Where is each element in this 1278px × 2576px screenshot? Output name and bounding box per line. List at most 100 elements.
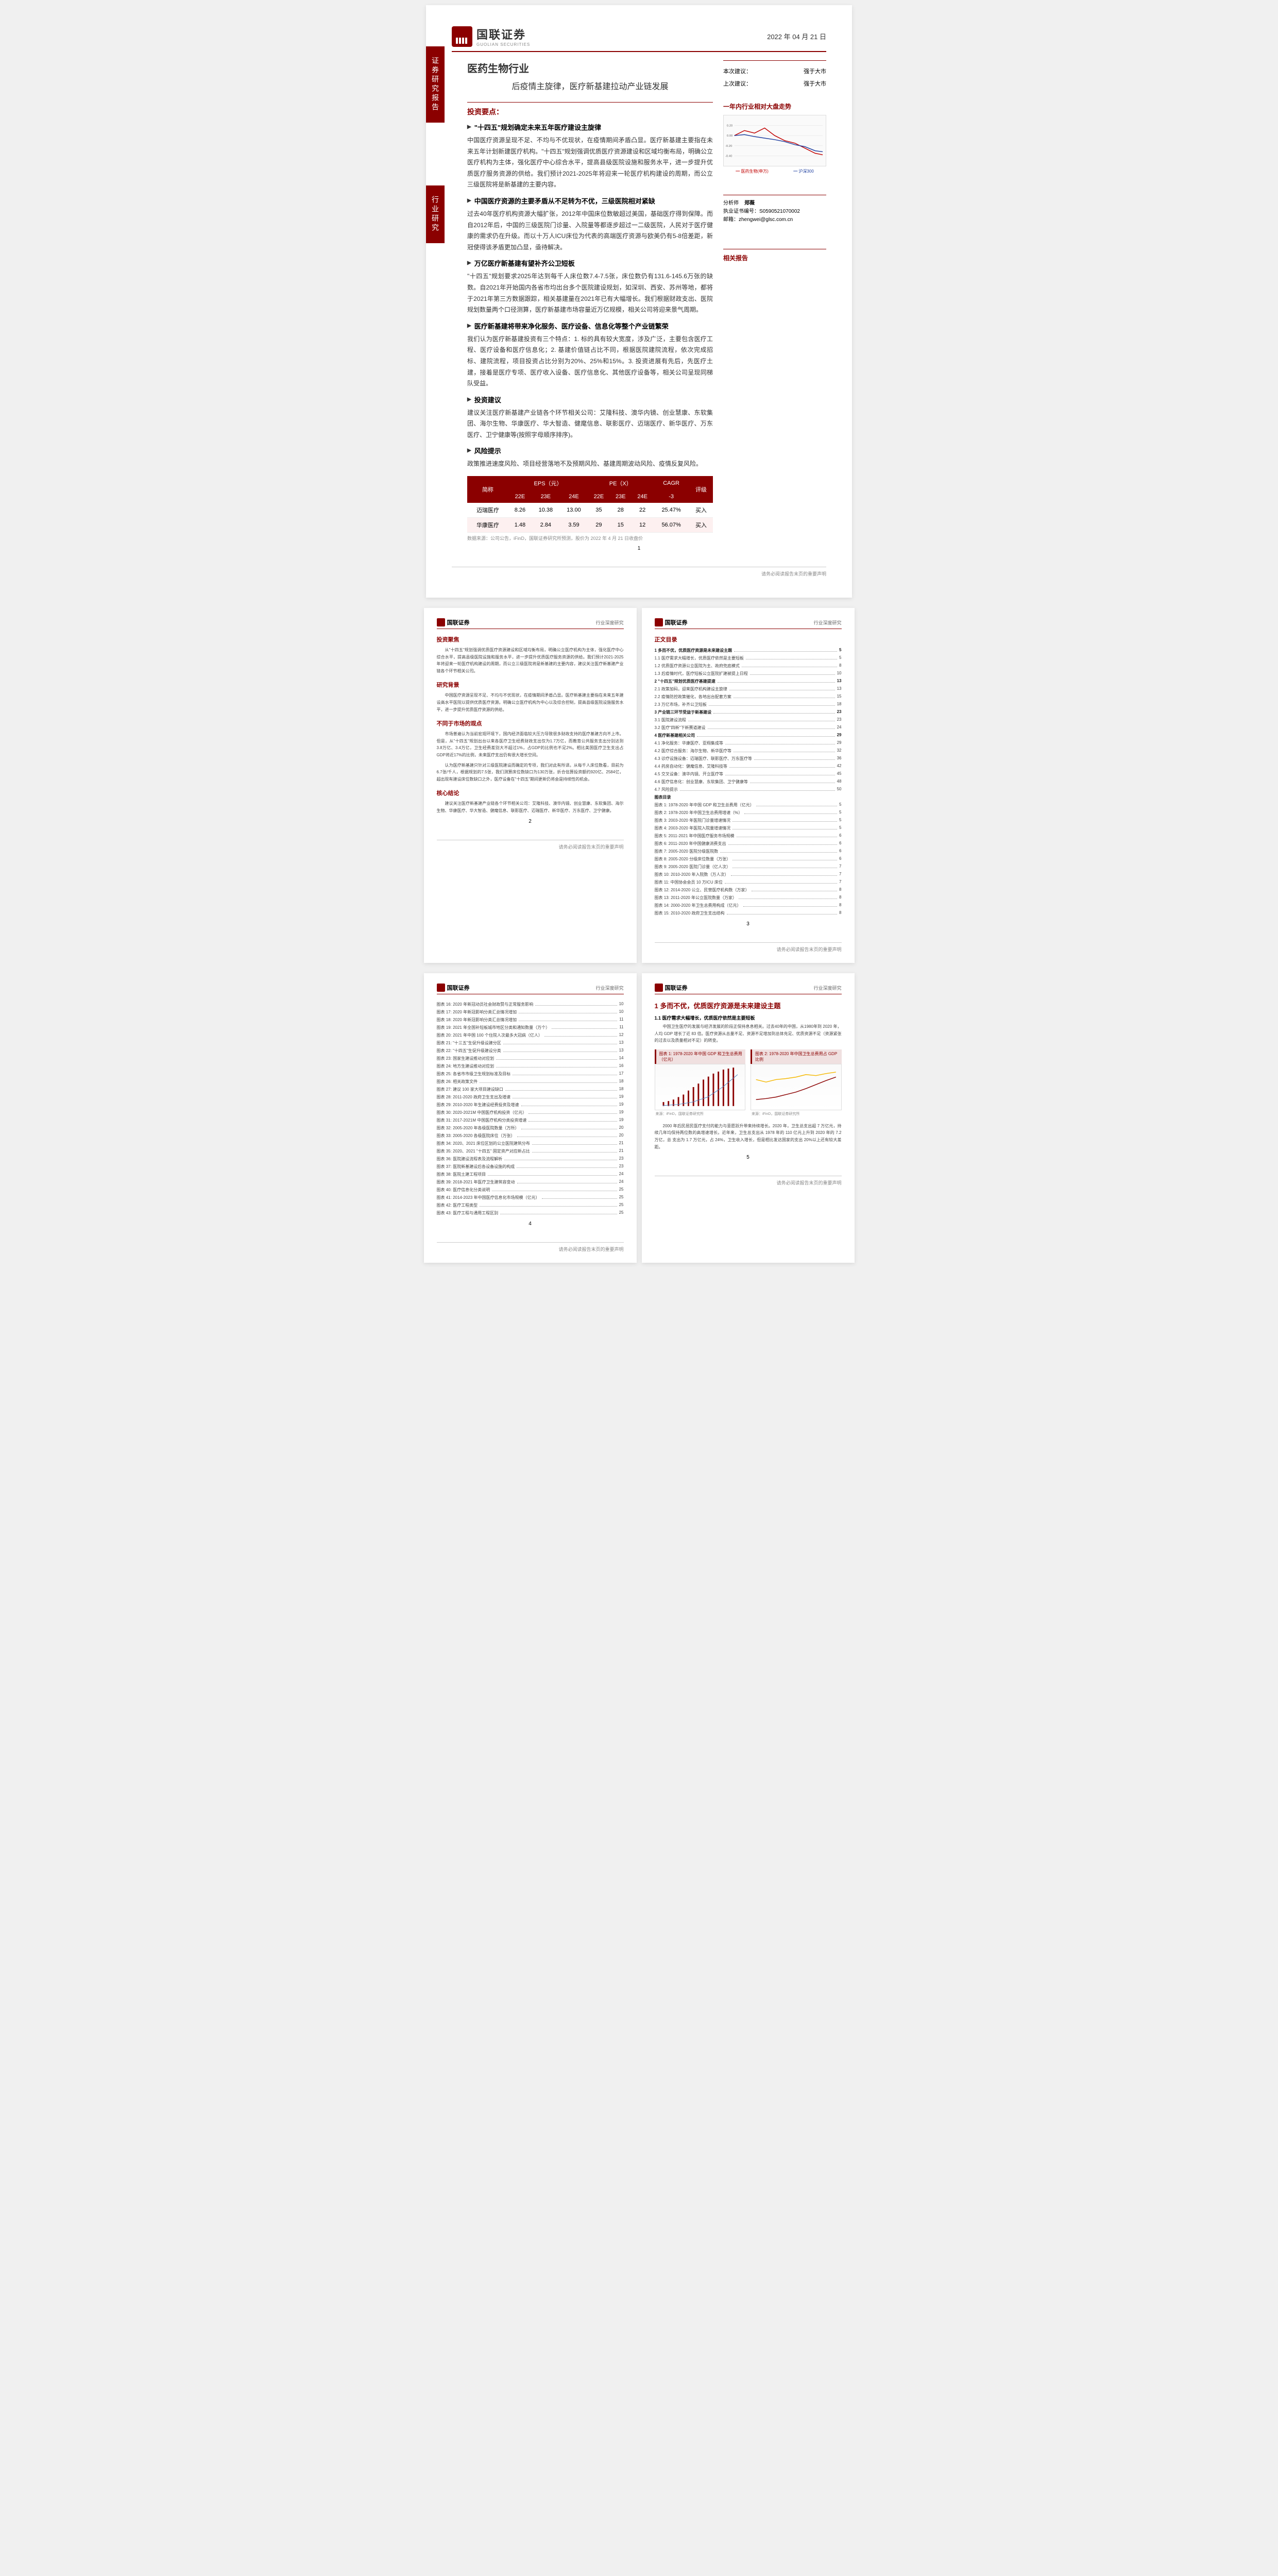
toc-list-cont: 图表 16: 2020 年新冠动员社会财政赞与正常服务影响10图表 17: 20…	[437, 1001, 624, 1217]
toc-item: 4 医疗新基建相关公司29	[655, 732, 842, 739]
toc-item: 图表 8: 2005-2020 分级床位数量（万张）6	[655, 855, 842, 863]
side-tab-report: 证券研究报告	[426, 46, 445, 123]
toc-item: 1 多而不优，优质医疗资源是未来建设主题5	[655, 647, 842, 654]
toc-item: 图表 31: 2017-2021M 中国医疗机构分类投资增速19	[437, 1116, 624, 1124]
performance-chart: 0.20 0.00 -0.20 -0.40	[723, 115, 826, 166]
toc-item: 图表 28: 2011-2020 政府卫生支出及增速19	[437, 1093, 624, 1101]
toc-item: 3.2 医疗"四新"下新赛道建设24	[655, 724, 842, 732]
toc-item: 图表 29: 2010-2020 年生建设经费投资及增速19	[437, 1101, 624, 1109]
toc-item: 图表 23: 国家生建设推动对应划14	[437, 1055, 624, 1062]
toc-item: 图表 35: 2020、2021 "十四五" 固定资产对应新占比21	[437, 1147, 624, 1155]
toc-item: 图表 27: 建议 100 家大项目建设缺口18	[437, 1086, 624, 1093]
toc-item: 4.7 风险提示50	[655, 786, 842, 793]
page-number: 1	[452, 546, 826, 551]
toc-item: 图表 11: 中国协会会员 10 万ICU 床位7	[655, 878, 842, 886]
toc-item: 4.6 医疗信息化：创业慧康、东软集团、卫宁健康等48	[655, 778, 842, 786]
section-6-head: 风险提示	[467, 446, 713, 455]
toc-item: 图表 12: 2014-2020 公立、民营医疗机构数（万家）8	[655, 886, 842, 894]
section-1-body: 中国医疗资源呈现不足、不均与不优现状，在疫情期间矛盾凸显。医疗新基建主要指在未来…	[467, 135, 713, 191]
toc-item: 图表 38: 医院土建工程项目24	[437, 1171, 624, 1178]
logo-icon	[437, 618, 445, 626]
section-2-head: 中国医疗资源的主要矛盾从不足转为不优，三级医院相对紧缺	[467, 196, 713, 206]
toc-item: 1.3 后疫情时代，医疗短板公立医院扩建被提上日程10	[655, 670, 842, 677]
svg-text:0.20: 0.20	[727, 125, 733, 128]
toc-item: 图表 43: 医疗工程与通用工程区别25	[437, 1209, 624, 1217]
toc-item: 图表 25: 各省市市级卫生规划标准及目标17	[437, 1070, 624, 1078]
section-3-body: "十四五"规划要求2025年达到每千人床位数7.4-7.5张，床位数仍有131.…	[467, 271, 713, 315]
section-2-body: 过去40年医疗机构资源大幅扩张，2012年中国床位数敏超过美国，基础医疗得到保障…	[467, 209, 713, 253]
rating-box: 本次建议： 强于大市 上次建议： 强于大市	[723, 60, 826, 94]
company-name: 国联证券	[476, 26, 530, 42]
toc-item: 图表 26: 相关政策文件18	[437, 1078, 624, 1086]
fig-1-title: 图表 1: 1978-2020 年中国 GDP 和卫生总费用（亿元）	[655, 1049, 746, 1064]
svg-text:-0.20: -0.20	[725, 145, 732, 148]
section-1-head: "十四五"规划确定未来五年医疗建设主旋律	[467, 122, 713, 132]
toc-item: 图表 33: 2005-2020 各级医院床位（万张）20	[437, 1132, 624, 1140]
toc-item: 图表 4: 2003-2020 年医院入院量增速情况5	[655, 824, 842, 832]
logo-icon	[437, 984, 445, 992]
header: 国联证券 GUOLIAN SECURITIES 2022 年 04 月 21 日	[452, 26, 826, 52]
footer-disclaimer: 请务必阅读报告末页的重要声明	[452, 567, 826, 577]
chart-title: 一年内行业相对大盘走势	[723, 102, 826, 111]
toc-item: 图表 10: 2010-2020 年入院数（万人次）7	[655, 871, 842, 878]
fig-1-chart	[655, 1064, 746, 1110]
toc-item: 4.4 药房自动化：健麾信息、艾隆科技等42	[655, 762, 842, 770]
toc-item: 图表 13: 2011-2020 年公立医院数量（万家）8	[655, 894, 842, 902]
toc-item: 图表 18: 2020 年新冠影响分类汇总情况增加11	[437, 1016, 624, 1024]
side-tab-industry: 行业研究	[426, 185, 445, 243]
toc-item: 图表 16: 2020 年新冠动员社会财政赞与正常服务影响10	[437, 1001, 624, 1008]
toc-item: 图表 39: 2018-2021 年医疗卫生建筑容变动24	[437, 1178, 624, 1186]
toc-item: 图表 36: 医院建设流程表及流程解析23	[437, 1155, 624, 1163]
toc-item: 图表 41: 2014-2023 年中国医疗信息化市场规模（亿元）25	[437, 1194, 624, 1201]
toc-item: 2.2 疫情防控政策催化，各地出台配套方案15	[655, 693, 842, 701]
analyst-box: 分析师 郑薇 执业证书编号：S0590521070002 邮箱：zhengwei…	[723, 195, 826, 228]
svg-text:-0.40: -0.40	[725, 155, 732, 158]
toc-item: 图表 37: 医院新基建设后各设备设施的构成23	[437, 1163, 624, 1171]
toc-item: 图表 22: "十四五"生促升级建设分类13	[437, 1047, 624, 1055]
section-4-head: 医疗新基建将带来净化服务、医疗设备、信息化等整个产业链繁荣	[467, 321, 713, 331]
toc-item: 图表 42: 医疗工程类型25	[437, 1201, 624, 1209]
toc-item: 图表 1: 1978-2020 年中国 GDP 和卫生总费用（亿元）5	[655, 801, 842, 809]
section-5-body: 建议关注医疗新基建产业链各个环节相关公司：艾隆科技、澳华内镜、创业慧康、东软集团…	[467, 408, 713, 441]
logo-icon	[655, 618, 663, 626]
chapter-1-head: 1 多而不优，优质医疗资源是未来建设主题	[655, 1001, 842, 1010]
toc-item: 3.1 医院建设流程23	[655, 716, 842, 724]
toc-item: 图表 5: 2011-2021 年中国医疗服务市场规模6	[655, 832, 842, 840]
diff-view-head: 不同于市场的观点	[437, 719, 624, 727]
table-note: 数据来源：公司公告，iFinD，国联证券研究所预测，股价为 2022 年 4 月…	[467, 535, 713, 541]
toc-item: 图表 14: 2000-2020 年卫生总费用构成（亿元）8	[655, 902, 842, 909]
company-name-en: GUOLIAN SECURITIES	[476, 42, 530, 47]
toc-item: 4.5 交叉设备：澳华内镜、开立医疗等45	[655, 770, 842, 778]
section-6-body: 政策推进速度风险、项目经营落地不及预期风险、基建周期波动风险、疫情反复风险。	[467, 459, 713, 470]
toc-item: 图表 6: 2011-2020 年中国健康消费支出6	[655, 840, 842, 848]
toc-item: 图表 20: 2021 年中国 100 个住院人次最多大冠病（亿人）12	[437, 1031, 624, 1039]
toc-item: 4.3 诊疗设施设备：迈瑞医疗、联影医疗、万东医疗等36	[655, 755, 842, 762]
toc-item: 图表 3: 2003-2020 年医院门诊量增速情况5	[655, 817, 842, 824]
svg-text:0.00: 0.00	[727, 134, 733, 138]
toc-item: 2.3 万亿市场，补齐公卫短板18	[655, 701, 842, 708]
section-3-head: 万亿医疗新基建有望补齐公卫短板	[467, 258, 713, 268]
logo-icon	[655, 984, 663, 992]
section-4-body: 我们认为医疗新基建投资有三个特点：1. 标的具有较大宽度，涉及广泛，主要包含医疗…	[467, 334, 713, 389]
toc-item: 1.1 医疗需求大幅增长，优质医疗依然是主要短板5	[655, 654, 842, 662]
fig-2-title: 图表 2: 1978-2020 年中国卫生总费用占 GDP 比例	[751, 1049, 842, 1064]
page-5: 国联证券 行业深度研究 1 多而不优，优质医疗资源是未来建设主题 1.1 医疗需…	[642, 973, 855, 1263]
toc-head: 正文目录	[655, 635, 842, 643]
toc-item: 图表 9: 2005-2020 医院门诊量（亿人次）7	[655, 863, 842, 871]
fig-2-chart	[751, 1064, 842, 1110]
research-bg-head: 研究背景	[437, 681, 624, 689]
main-title: 后疫情主旋律，医疗新基建拉动产业链发展	[467, 79, 713, 92]
toc-item: 图表 19: 2021 年全国补短板城市地区分类和通知数量（万个）11	[437, 1024, 624, 1031]
toc-item: 图表 32: 2005-2020 年各级医院数量（万所）20	[437, 1124, 624, 1132]
toc-item: 1.2 优质医疗资源公立医院为主、政府兜底模式8	[655, 662, 842, 670]
main-content: 医药生物行业 后疫情主旋律，医疗新基建拉动产业链发展 投资要点： "十四五"规划…	[452, 60, 713, 541]
stock-table: 简称 EPS（元） PE（X） CAGR 评级 22E 23E 24E 22E …	[467, 476, 713, 533]
section-5-head: 投资建议	[467, 395, 713, 404]
logo-icon	[452, 26, 472, 47]
toc-item: 图表 24: 地方生建设推动对应划16	[437, 1062, 624, 1070]
toc-item: 图表 7: 2005-2020 医院分级医院数6	[655, 848, 842, 855]
toc-item: 图表目录	[655, 793, 842, 801]
toc-item: 图表 2: 1978-2020 年中国卫生总费用增速（%）5	[655, 809, 842, 817]
toc-list: 1 多而不优，优质医疗资源是未来建设主题51.1 医疗需求大幅增长，优质医疗依然…	[655, 647, 842, 917]
industry-title: 医药生物行业	[467, 60, 713, 75]
